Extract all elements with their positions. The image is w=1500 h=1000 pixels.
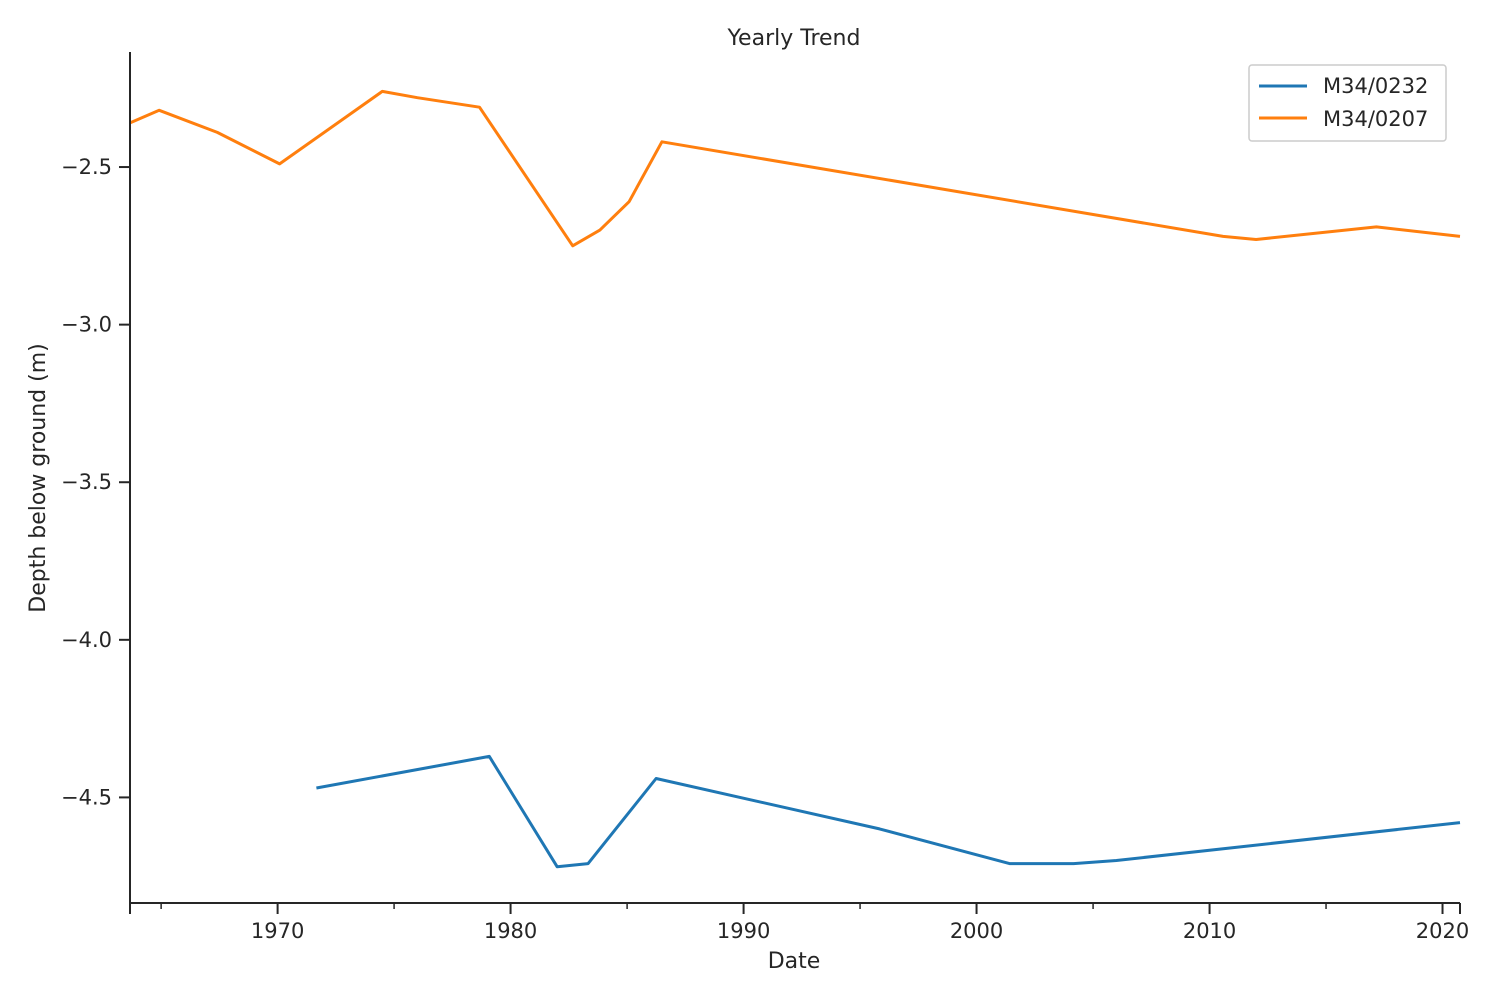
y-tick-label: −3.5 — [61, 470, 112, 494]
data-point-m34-0232 — [487, 754, 492, 759]
data-point-m34-0207 — [380, 89, 385, 94]
data-point-m34-0232 — [877, 826, 882, 831]
data-point-m34-0232 — [1458, 820, 1463, 825]
x-tick-label: 1990 — [717, 919, 770, 943]
legend-label-m34-0232: M34/0232 — [1323, 74, 1428, 98]
y-tick-label: −4.5 — [61, 785, 112, 809]
series-line-m34-0207 — [129, 89, 1461, 248]
data-point-m34-0232 — [654, 776, 659, 781]
data-point-m34-0207 — [1458, 234, 1463, 239]
legend-frame — [1248, 64, 1447, 142]
x-axis-label: Date — [768, 949, 821, 974]
data-point-m34-0207 — [1374, 224, 1379, 229]
x-tick-label: 2000 — [950, 919, 1003, 943]
data-point-m34-0207 — [1254, 237, 1259, 242]
data-point-m34-0232 — [555, 864, 560, 869]
series-line-m34-0232 — [316, 754, 1461, 869]
data-point-m34-0207 — [477, 105, 482, 110]
data-point-m34-0207 — [215, 130, 220, 135]
x-axis-ticks: 1970 1980 1990 2000 2010 2020 — [129, 903, 1469, 943]
y-tick-label: −2.5 — [61, 155, 112, 179]
plot-area — [129, 89, 1463, 869]
x-tick-label: 1980 — [484, 919, 537, 943]
data-point-m34-0232 — [1071, 861, 1076, 866]
data-point-m34-0207 — [1221, 234, 1226, 239]
chart-title: Yearly Trend — [727, 26, 861, 51]
x-tick-label: 2010 — [1183, 919, 1236, 943]
series-layer — [129, 89, 1463, 869]
data-point-m34-0232 — [586, 861, 591, 866]
x-tick-label: 2020 — [1416, 919, 1469, 943]
data-point-m34-0232 — [1007, 861, 1012, 866]
data-point-m34-0207 — [659, 139, 664, 144]
data-point-m34-0232 — [1114, 858, 1119, 863]
data-point-m34-0207 — [627, 199, 632, 204]
legend-label-m34-0207: M34/0207 — [1323, 107, 1428, 131]
data-point-m34-0207 — [597, 228, 602, 233]
data-point-m34-0207 — [277, 161, 282, 166]
y-tick-label: −3.0 — [61, 313, 112, 337]
legend: M34/0232 M34/0207 — [1248, 64, 1447, 142]
y-axis-label: Depth below ground (m) — [26, 343, 51, 613]
y-tick-label: −4.0 — [61, 628, 112, 652]
data-point-m34-0207 — [415, 95, 420, 100]
data-point-m34-0232 — [314, 786, 319, 791]
data-point-m34-0207 — [570, 243, 575, 248]
data-point-m34-0207 — [157, 108, 162, 113]
y-axis-ticks: −2.5 −3.0 −3.5 −4.0 −4.5 — [61, 155, 130, 809]
x-tick-label: 1970 — [251, 919, 304, 943]
